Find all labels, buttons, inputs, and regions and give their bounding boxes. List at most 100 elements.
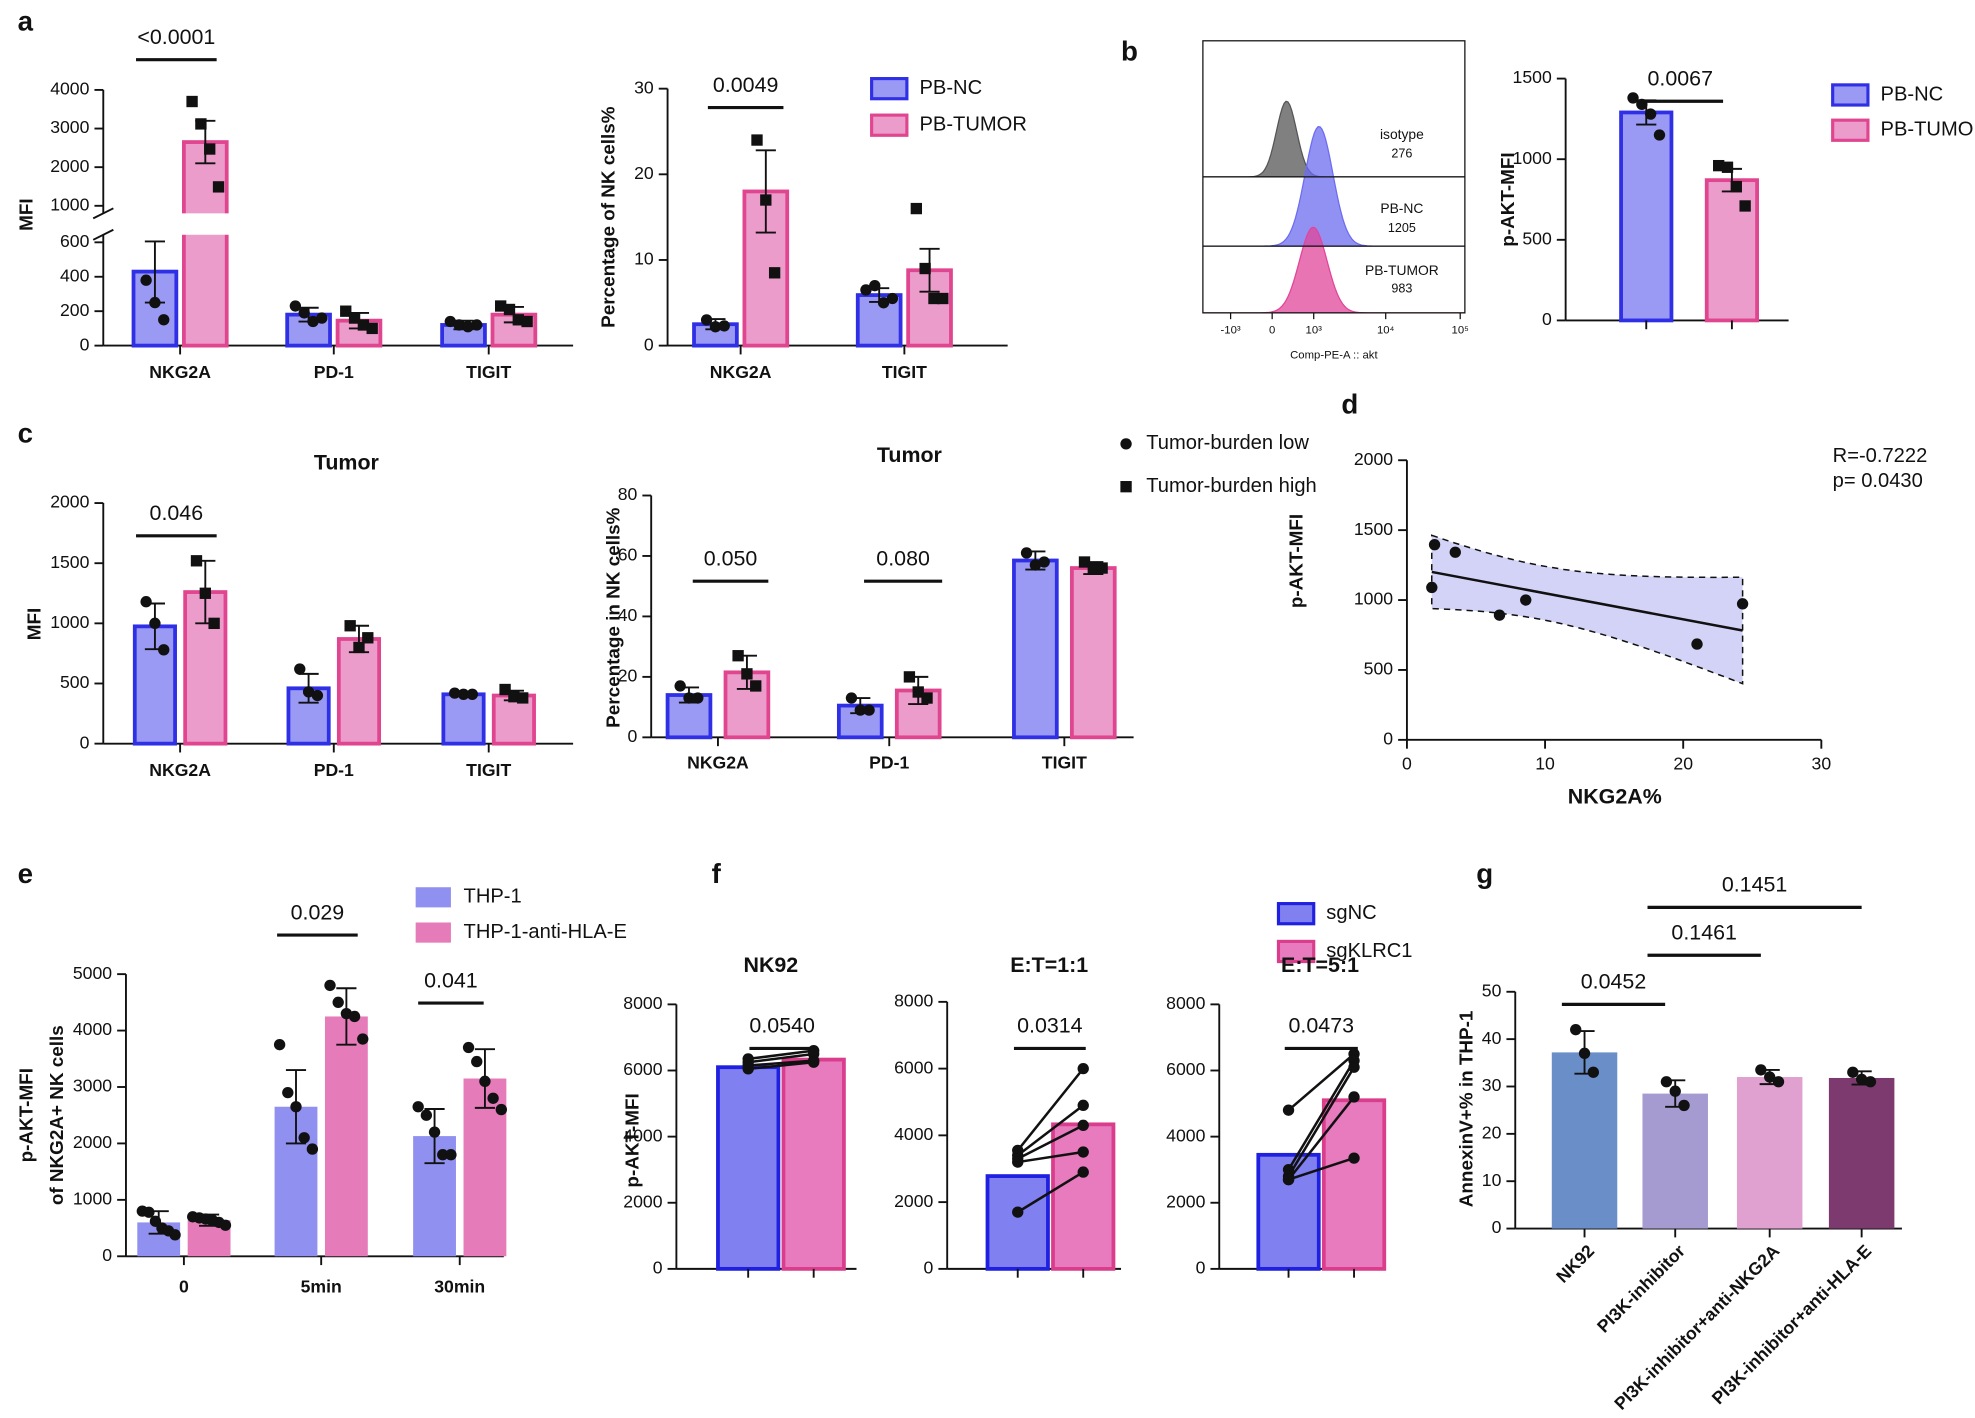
- data-point: [512, 314, 524, 326]
- legend-label: sgKLRC1: [1326, 940, 1412, 962]
- data-point: [718, 320, 730, 332]
- p-value: 0.1461: [1671, 920, 1736, 944]
- y-tick-label: 0: [653, 1258, 663, 1278]
- y-tick-label: 1000: [50, 612, 89, 632]
- y-tick-label: 20: [634, 163, 654, 183]
- data-point: [860, 284, 872, 296]
- y-tick-label: 1500: [50, 552, 89, 572]
- y-tick-label: 6000: [894, 1057, 933, 1077]
- pair-line: [1016, 1104, 1084, 1157]
- data-point: [307, 315, 319, 328]
- pair-line: [1287, 1059, 1356, 1171]
- data-point: [495, 1103, 507, 1116]
- chart-title: NK92: [743, 953, 798, 977]
- legend-label: Tumor-burden low: [1146, 432, 1309, 454]
- bar: [985, 1174, 1050, 1271]
- data-point: [149, 617, 161, 630]
- data-point: [1653, 129, 1666, 141]
- y-tick-label: 6000: [623, 1059, 662, 1079]
- data-point: [290, 1101, 302, 1113]
- bar: [1070, 566, 1117, 740]
- bar: [781, 1057, 846, 1271]
- data-point: [1428, 539, 1441, 551]
- axis-break: [90, 213, 576, 235]
- data-point: [1120, 438, 1132, 450]
- x-tick-label: 10³: [1306, 325, 1323, 337]
- data-point: [1713, 159, 1725, 172]
- plot-frame: [1202, 40, 1466, 314]
- data-point: [199, 587, 211, 599]
- data-point: [190, 555, 203, 567]
- y-tick-label: 30: [1482, 1075, 1502, 1095]
- track-name: PB-TUMOR: [1365, 262, 1439, 278]
- data-point: [1348, 1061, 1360, 1073]
- chart-title: E:T=1:1: [1010, 953, 1088, 977]
- data-point: [1864, 1076, 1877, 1088]
- y-tick-label: 0: [628, 726, 638, 746]
- data-point: [462, 321, 474, 333]
- y-tick-label: 40: [1482, 1028, 1502, 1048]
- data-point: [741, 668, 753, 680]
- data-point: [428, 1126, 441, 1138]
- p-value: 0.0540: [749, 1014, 815, 1038]
- confidence-band: [1430, 534, 1744, 685]
- legend-label: PB-TUMOR: [919, 114, 1026, 136]
- legend-swatch: [1831, 118, 1870, 142]
- bar: [1642, 1093, 1708, 1229]
- y-tick-label: 30: [634, 77, 654, 97]
- data-point: [1764, 1071, 1776, 1083]
- y-tick-label: 200: [60, 300, 90, 320]
- data-point: [1038, 556, 1050, 568]
- x-tick-label: 5min: [301, 1276, 342, 1296]
- data-point: [1077, 1119, 1089, 1132]
- x-tick-label: PI3K-inhibitor: [1593, 1241, 1689, 1337]
- data-point: [344, 620, 356, 632]
- bar: [1551, 1052, 1618, 1229]
- y-axis-label: of NKG2A+ NK cells: [47, 1025, 68, 1205]
- data-point: [1077, 1166, 1089, 1178]
- panel-letter: g: [1476, 858, 1493, 889]
- data-point: [1282, 1104, 1295, 1116]
- data-point: [324, 979, 336, 992]
- track-value: 1205: [1388, 221, 1416, 235]
- chart-title: E:T=5:1: [1281, 953, 1359, 977]
- data-point: [1578, 1047, 1591, 1060]
- data-point: [1012, 1206, 1024, 1218]
- x-tick-label: 30: [1812, 754, 1832, 774]
- data-point: [854, 704, 866, 716]
- x-tick-label: TIGIT: [882, 362, 927, 382]
- data-point: [1660, 1076, 1673, 1088]
- data-point: [449, 687, 461, 699]
- data-point: [1730, 180, 1742, 193]
- bar: [1012, 558, 1059, 740]
- x-axis-label: NKG2A%: [1568, 784, 1662, 808]
- x-tick-label: 0: [1402, 754, 1412, 774]
- data-point: [732, 650, 744, 662]
- bar: [716, 1065, 781, 1271]
- y-tick-label: 2000: [1166, 1191, 1205, 1211]
- y-tick-label: 0: [1196, 1258, 1206, 1278]
- p-value: 0.029: [291, 900, 345, 924]
- data-point: [282, 1086, 294, 1099]
- data-point: [503, 303, 516, 316]
- data-point: [495, 300, 507, 312]
- track-name: isotype: [1380, 126, 1424, 142]
- x-axis-label: Comp-PE-A :: akt: [1290, 350, 1378, 362]
- data-point: [692, 692, 704, 704]
- data-point: [298, 307, 310, 319]
- y-tick-label: 2000: [50, 156, 89, 176]
- y-tick-label: 600: [60, 231, 90, 251]
- data-point: [1739, 200, 1751, 212]
- data-point: [195, 118, 207, 130]
- bar: [336, 637, 382, 746]
- pair-line: [1287, 1053, 1355, 1112]
- data-point: [1627, 92, 1639, 104]
- data-point: [912, 686, 924, 698]
- p-value: 0.1451: [1722, 873, 1787, 897]
- data-point: [294, 663, 306, 675]
- data-point: [937, 292, 949, 305]
- pair-line: [748, 1049, 814, 1061]
- data-point: [808, 1056, 820, 1068]
- track-value: 983: [1391, 281, 1412, 295]
- y-tick-label: 1000: [73, 1189, 112, 1209]
